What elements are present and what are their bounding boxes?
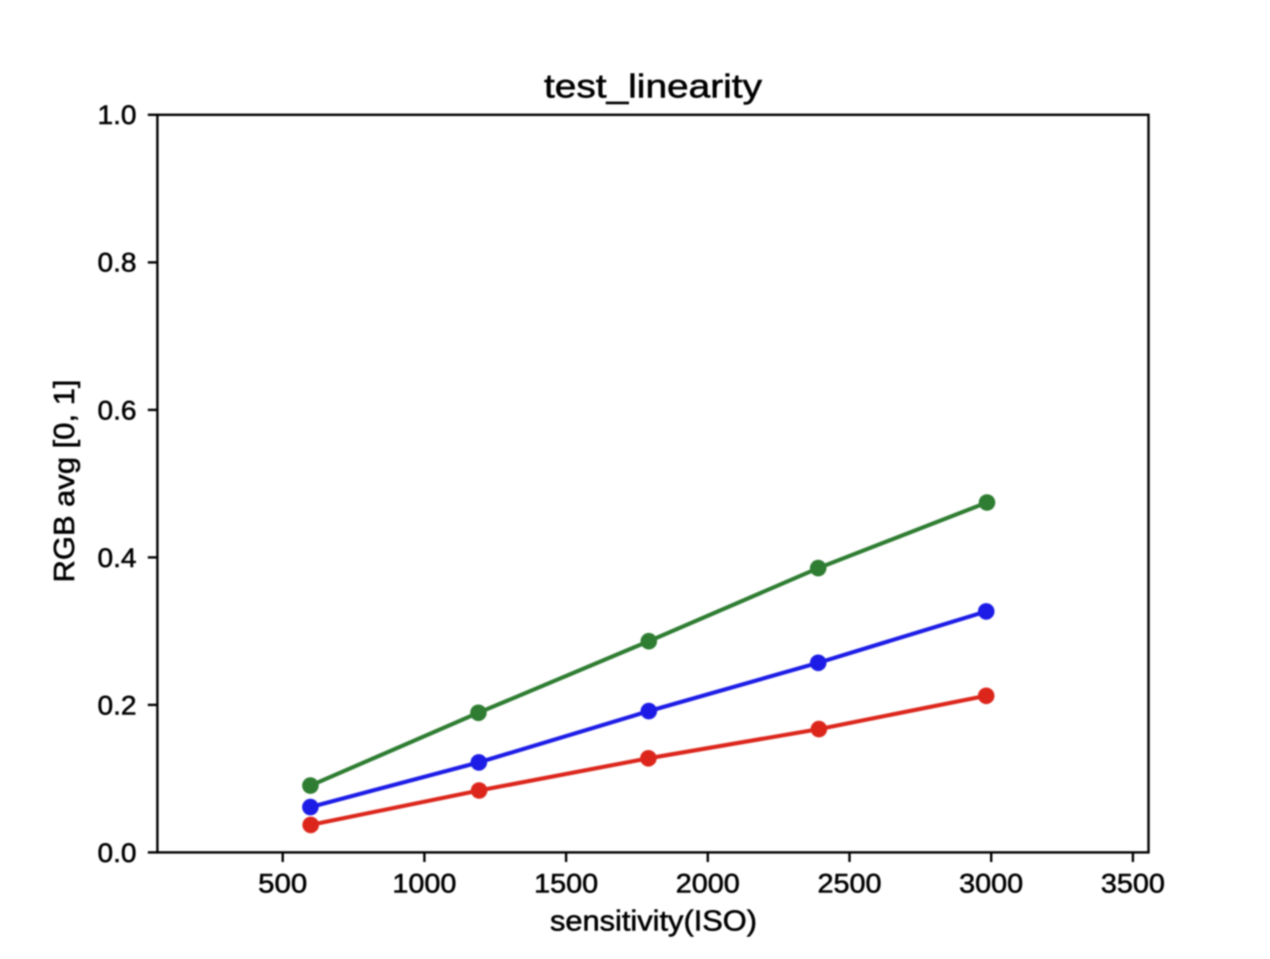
svg-text:2000: 2000 <box>676 869 740 899</box>
svg-text:0.2: 0.2 <box>98 690 137 720</box>
svg-text:500: 500 <box>258 869 307 899</box>
svg-text:0.6: 0.6 <box>98 395 137 425</box>
svg-text:0.8: 0.8 <box>98 247 137 277</box>
svg-text:1500: 1500 <box>534 869 598 899</box>
svg-text:2500: 2500 <box>818 869 882 899</box>
svg-text:3500: 3500 <box>1101 869 1165 899</box>
svg-text:RGB avg [0, 1]: RGB avg [0, 1] <box>49 380 81 583</box>
svg-text:3000: 3000 <box>959 869 1023 899</box>
svg-text:1.0: 1.0 <box>98 100 137 130</box>
svg-text:test_linearity: test_linearity <box>544 67 763 104</box>
svg-text:1000: 1000 <box>392 869 456 899</box>
svg-text:sensitivity(ISO): sensitivity(ISO) <box>550 906 757 938</box>
svg-text:0.4: 0.4 <box>98 543 137 573</box>
svg-text:0.0: 0.0 <box>98 838 137 868</box>
